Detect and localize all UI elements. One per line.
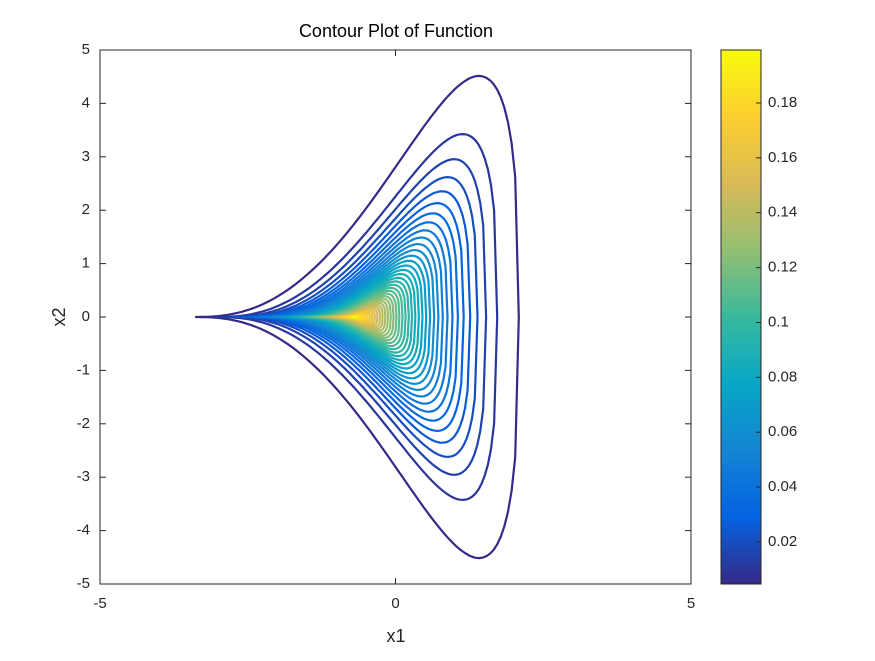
x-tick-label: -5	[93, 595, 106, 612]
colorbar-tick-label: 0.12	[768, 259, 797, 276]
y-tick-label: -4	[77, 522, 90, 539]
colorbar-tick-label: 0.16	[768, 149, 797, 166]
y-tick-label: -3	[77, 468, 90, 485]
y-axis-label: x2	[49, 307, 69, 326]
y-tick-label: -1	[77, 361, 90, 378]
colorbar-tick-label: 0.18	[768, 94, 797, 111]
y-tick-label: -2	[77, 415, 90, 432]
y-tick-label: 2	[82, 201, 90, 218]
colorbar-tick-label: 0.02	[768, 533, 797, 550]
colorbar-tick-label: 0.04	[768, 478, 797, 495]
colorbar-tick-label: 0.06	[768, 423, 797, 440]
colorbar-tick-label: 0.1	[768, 313, 789, 330]
y-tick-label: 4	[82, 94, 90, 111]
colorbar	[721, 50, 761, 584]
x-tick-label: 0	[391, 595, 399, 612]
y-tick-label: 0	[82, 308, 90, 325]
y-tick-label: -5	[77, 575, 90, 592]
x-axis-label: x1	[386, 626, 405, 646]
y-tick-label: 3	[82, 148, 90, 165]
y-tick-label: 5	[82, 41, 90, 58]
colorbar-tick-label: 0.08	[768, 368, 797, 385]
colorbar-tick-label: 0.14	[768, 204, 797, 221]
x-tick-label: 5	[687, 595, 695, 612]
chart-title: Contour Plot of Function	[299, 21, 493, 41]
y-tick-label: 1	[82, 255, 90, 272]
